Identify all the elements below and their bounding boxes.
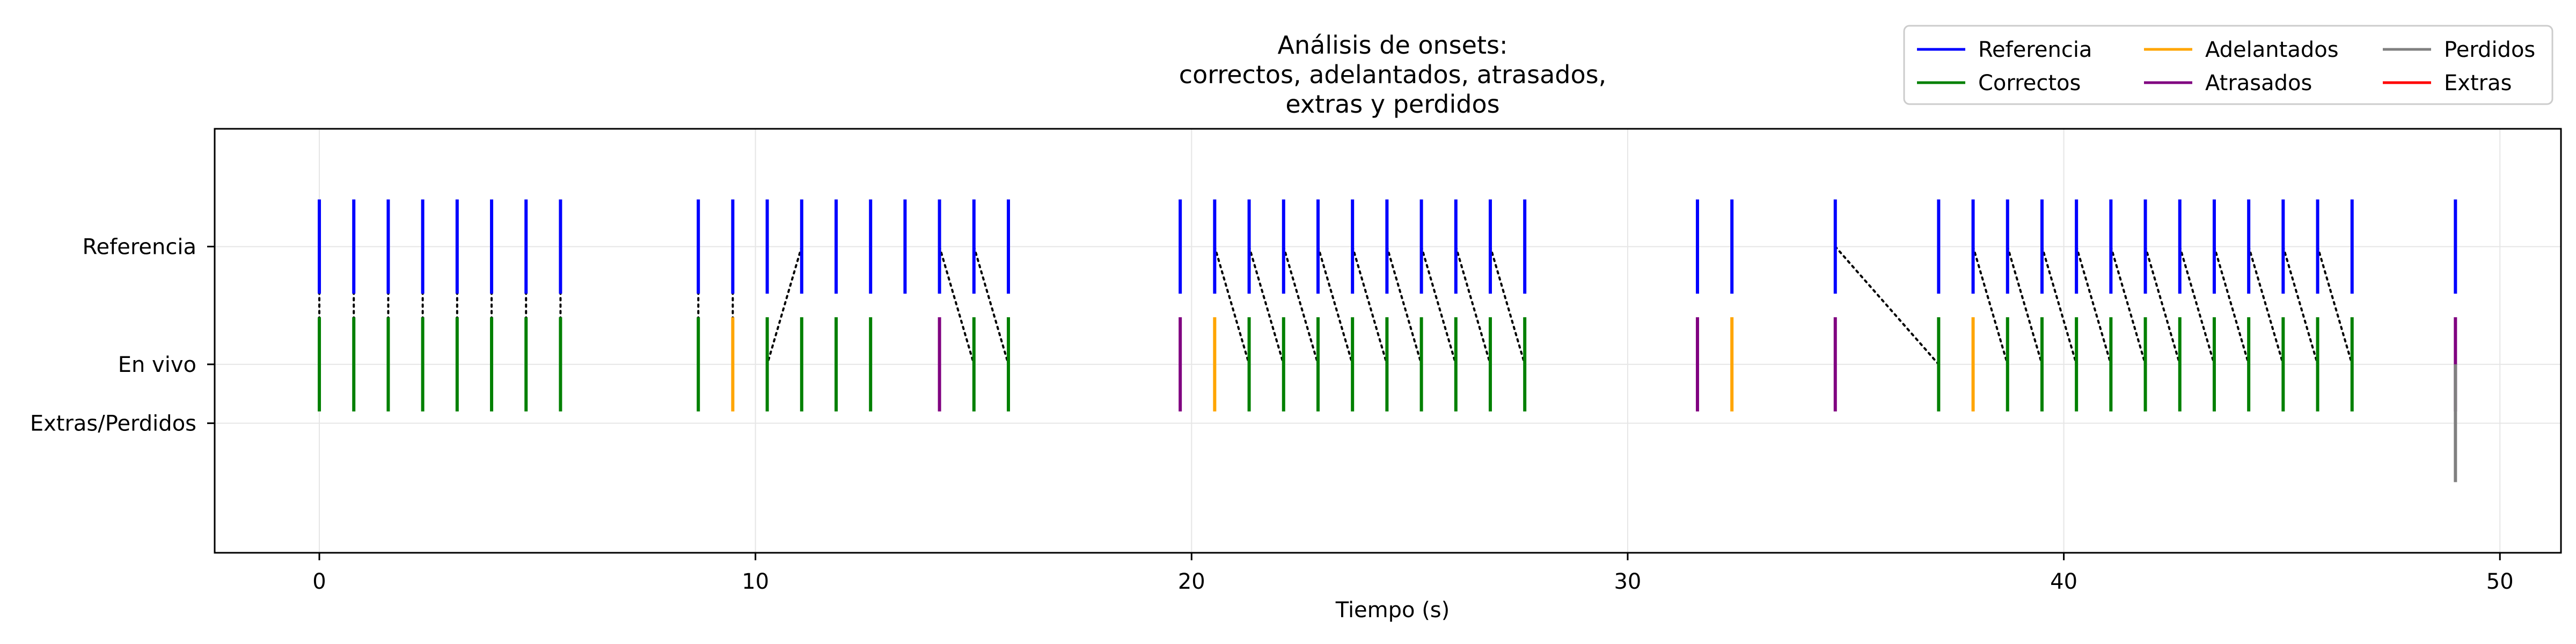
match-connector-line (2040, 245, 2078, 365)
match-connector-line (766, 245, 803, 365)
match-connector-line (1454, 245, 1491, 365)
match-connector-line (2316, 245, 2353, 365)
y-tick-label-extras-missing: Extras/Perdidos (30, 412, 196, 436)
x-tick-label-50: 50 (2486, 569, 2514, 594)
match-connector-line (1489, 245, 1526, 365)
match-connector-line (2110, 245, 2147, 365)
title-line-3: extras y perdidos (1285, 90, 1499, 119)
y-axis-ticks (207, 245, 215, 425)
x-axis-label: Tiempo (s) (1335, 598, 1450, 623)
x-tick-label-10: 10 (742, 569, 769, 594)
match-connector-line (2178, 245, 2215, 365)
title-line-2: correctos, adelantados, atrasados, (1179, 60, 1606, 89)
legend-label-referencia: Referencia (1978, 38, 2092, 62)
match-connector-line (1972, 245, 2009, 365)
match-connector-line (1248, 245, 1285, 365)
legend-label-correctos: Correctos (1978, 71, 2081, 96)
x-axis-ticks (318, 553, 2501, 560)
y-tick-label-live: En vivo (118, 353, 196, 377)
reference-series (318, 199, 2457, 294)
match-connector-line (1834, 245, 1940, 365)
match-connector-line (2006, 245, 2043, 365)
match-connector-line (1386, 245, 1423, 365)
chart-title: Análisis de onsets: correctos, adelantad… (1179, 31, 1606, 119)
x-tick-label-40: 40 (2050, 569, 2077, 594)
title-line-1: Análisis de onsets: (1278, 31, 1508, 60)
match-connector-line (1420, 245, 1457, 365)
legend-label-atrasados: Atrasados (2205, 71, 2312, 96)
match-connector-line (2144, 245, 2181, 365)
match-connector-line (938, 245, 975, 365)
match-connector-line (2282, 245, 2319, 365)
match-connector-line (2248, 245, 2285, 365)
match-connector-line (2213, 245, 2250, 365)
match-connector-line (1316, 245, 1354, 365)
legend: Referencia Correctos Adelantados Atrasad… (1903, 25, 2553, 105)
x-tick-label-30: 30 (1614, 569, 1641, 594)
legend-box (1903, 25, 2553, 105)
match-connector-line (1213, 245, 1250, 365)
match-connector-line (972, 245, 1010, 365)
legend-label-extras: Extras (2444, 71, 2512, 96)
match-connector-line (1282, 245, 1319, 365)
x-tick-label-0: 0 (312, 569, 326, 594)
x-tick-label-20: 20 (1178, 569, 1205, 594)
match-connector-line (2075, 245, 2112, 365)
y-tick-label-reference: Referencia (83, 235, 196, 259)
legend-label-perdidos: Perdidos (2444, 38, 2535, 62)
legend-label-adelantados: Adelantados (2205, 38, 2339, 62)
match-connector-line (1351, 245, 1388, 365)
plot-frame (214, 128, 2562, 554)
